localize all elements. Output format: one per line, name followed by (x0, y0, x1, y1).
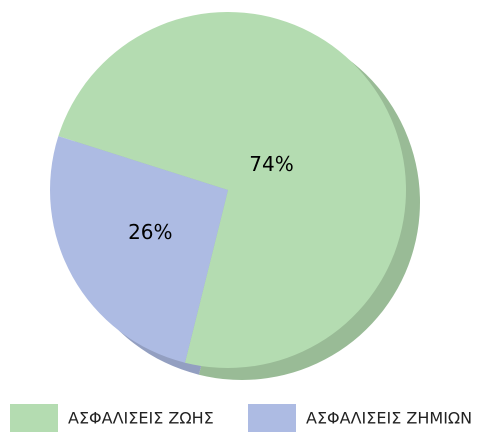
slice (58, 12, 406, 369)
legend-label: ΑΣΦΑΛΙΣΕΙΣ ΖΩΗΣ (68, 409, 214, 428)
legend-label: ΑΣΦΑΛΙΣΕΙΣ ΖΗΜΙΩΝ (306, 409, 472, 428)
slice (49, 136, 228, 363)
legend-swatch (10, 404, 58, 432)
legend-swatch (248, 404, 296, 432)
data-label: 26% (128, 220, 172, 244)
data-label: 74% (249, 152, 293, 176)
